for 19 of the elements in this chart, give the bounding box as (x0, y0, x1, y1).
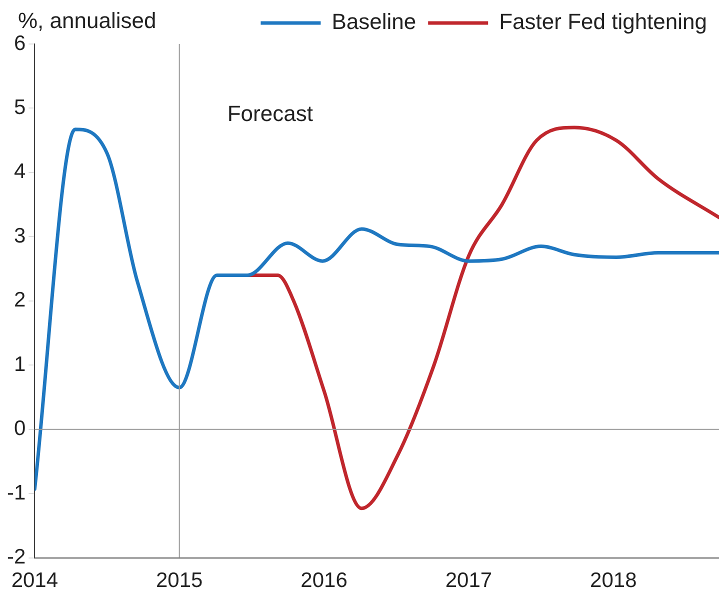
y-tick-label: 1 (14, 352, 26, 376)
y-tick-label: -1 (6, 481, 26, 504)
y-tick-label: 4 (14, 160, 26, 184)
y-tick-label: 0 (14, 417, 26, 440)
x-tick-label: 2014 (11, 569, 58, 592)
y-tick-label: 5 (14, 96, 26, 120)
y-axis-title: %, annualised (18, 8, 156, 34)
y-tick-label: 2 (14, 288, 26, 312)
legend-label: Baseline (332, 9, 416, 34)
line-series (34, 128, 719, 491)
x-tick-label: 2016 (300, 569, 348, 592)
x-tick-label: 2018 (590, 569, 637, 592)
x-tick-label: 2017 (445, 569, 492, 592)
legend-label: Faster Fed tightening (499, 9, 708, 34)
ref-line-label: Forecast (227, 101, 313, 126)
y-tick-label: 6 (14, 32, 26, 55)
y-tick-label: -2 (6, 546, 26, 569)
x-tick-label: 2015 (156, 569, 203, 592)
y-tick-label: 3 (14, 224, 26, 248)
